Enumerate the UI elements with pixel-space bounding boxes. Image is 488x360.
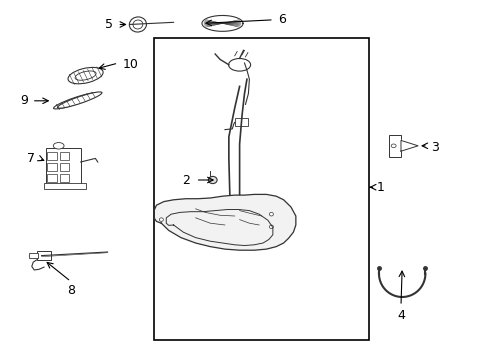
Polygon shape	[154, 194, 295, 250]
Bar	[47, 174, 57, 182]
Bar	[154, 38, 368, 340]
Ellipse shape	[269, 225, 273, 229]
Text: 4: 4	[396, 309, 404, 322]
Text: 6: 6	[277, 13, 285, 26]
Bar	[47, 163, 57, 171]
Ellipse shape	[68, 67, 103, 84]
Bar	[60, 152, 69, 160]
Bar	[60, 163, 69, 171]
Text: 3: 3	[430, 141, 438, 154]
Bar	[60, 174, 69, 182]
Text: 1: 1	[376, 181, 384, 194]
Ellipse shape	[75, 71, 96, 80]
Ellipse shape	[159, 218, 163, 221]
Text: 9: 9	[20, 94, 28, 107]
Ellipse shape	[208, 176, 217, 184]
Bar	[29, 253, 38, 258]
Bar	[234, 118, 248, 126]
Bar	[44, 183, 85, 189]
Ellipse shape	[129, 17, 146, 32]
Text: 7: 7	[27, 152, 35, 165]
Text: 8: 8	[67, 284, 75, 297]
Bar	[388, 135, 400, 157]
Text: 2: 2	[182, 174, 189, 186]
Bar	[47, 152, 57, 160]
Ellipse shape	[390, 144, 395, 148]
Polygon shape	[400, 140, 417, 151]
Ellipse shape	[58, 92, 102, 108]
Bar	[37, 251, 51, 260]
Bar	[46, 148, 81, 184]
Ellipse shape	[53, 143, 64, 149]
Ellipse shape	[54, 93, 98, 109]
Ellipse shape	[133, 20, 142, 29]
Text: 5: 5	[105, 18, 113, 31]
Ellipse shape	[269, 212, 273, 216]
Text: 10: 10	[122, 58, 138, 71]
Ellipse shape	[228, 58, 250, 71]
